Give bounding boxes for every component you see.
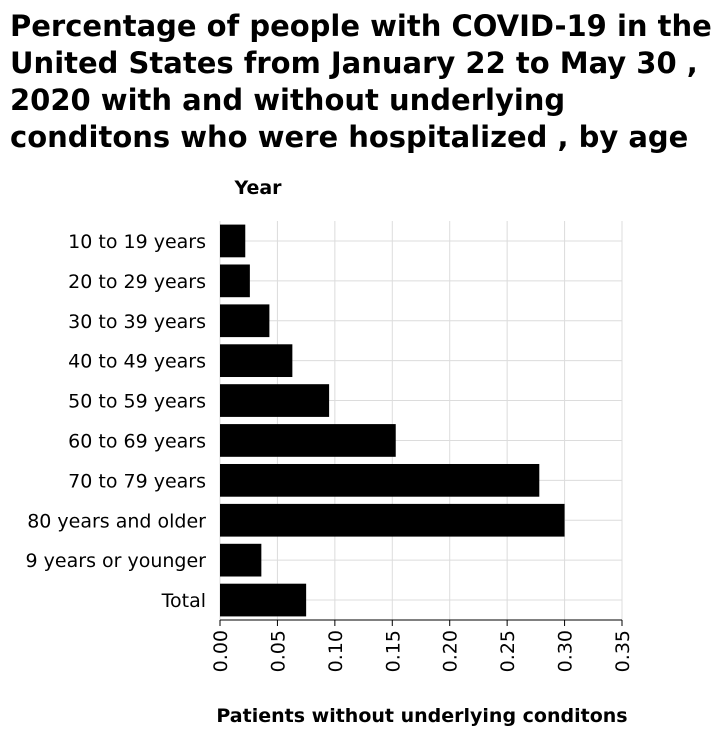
y-tick-label: 30 to 39 years — [68, 311, 206, 333]
x-tick-label: 0.20 — [440, 630, 462, 672]
bar — [220, 304, 270, 338]
x-tick-label: 0.05 — [267, 630, 289, 672]
y-tick-label: 40 to 49 years — [68, 351, 206, 373]
x-tick-label: 0.35 — [612, 630, 634, 672]
bar — [220, 424, 396, 457]
bar — [220, 384, 330, 417]
y-tick-label: 50 to 59 years — [68, 391, 206, 413]
x-axis-title: Patients without underlying conditons — [216, 705, 627, 727]
x-tick-label: 0.30 — [555, 630, 577, 672]
x-tick-label: 0.00 — [210, 630, 232, 672]
bar — [220, 264, 250, 298]
y-tick-label: 9 years or younger — [26, 550, 207, 572]
y-tick-label: 70 to 79 years — [68, 470, 206, 492]
bar — [220, 583, 307, 617]
y-tick-label: Total — [161, 590, 206, 612]
x-axis-tick-labels: 0.00 0.05 0.10 0.15 0.20 0.25 0.30 0.35 — [210, 619, 634, 672]
bar — [220, 503, 565, 537]
x-tick-label: 0.15 — [382, 630, 404, 672]
y-tick-label: 20 to 29 years — [68, 271, 206, 293]
bar — [220, 463, 540, 497]
bar — [220, 543, 262, 577]
y-axis-title: Year — [233, 177, 282, 199]
y-tick-label: 60 to 69 years — [68, 430, 206, 452]
bars — [220, 224, 565, 617]
chart-title: Percentage of people with COVID-19 in th… — [10, 9, 712, 154]
bar — [220, 344, 293, 378]
x-tick-label: 0.10 — [325, 630, 347, 672]
y-axis-tick-labels: 10 to 19 years 20 to 29 years 30 to 39 yea… — [26, 231, 207, 612]
x-tick-label: 0.25 — [497, 630, 519, 672]
y-tick-label: 80 years and older — [27, 510, 206, 532]
grid — [219, 221, 623, 620]
y-tick-label: 10 to 19 years — [68, 231, 206, 253]
bar — [220, 224, 246, 258]
